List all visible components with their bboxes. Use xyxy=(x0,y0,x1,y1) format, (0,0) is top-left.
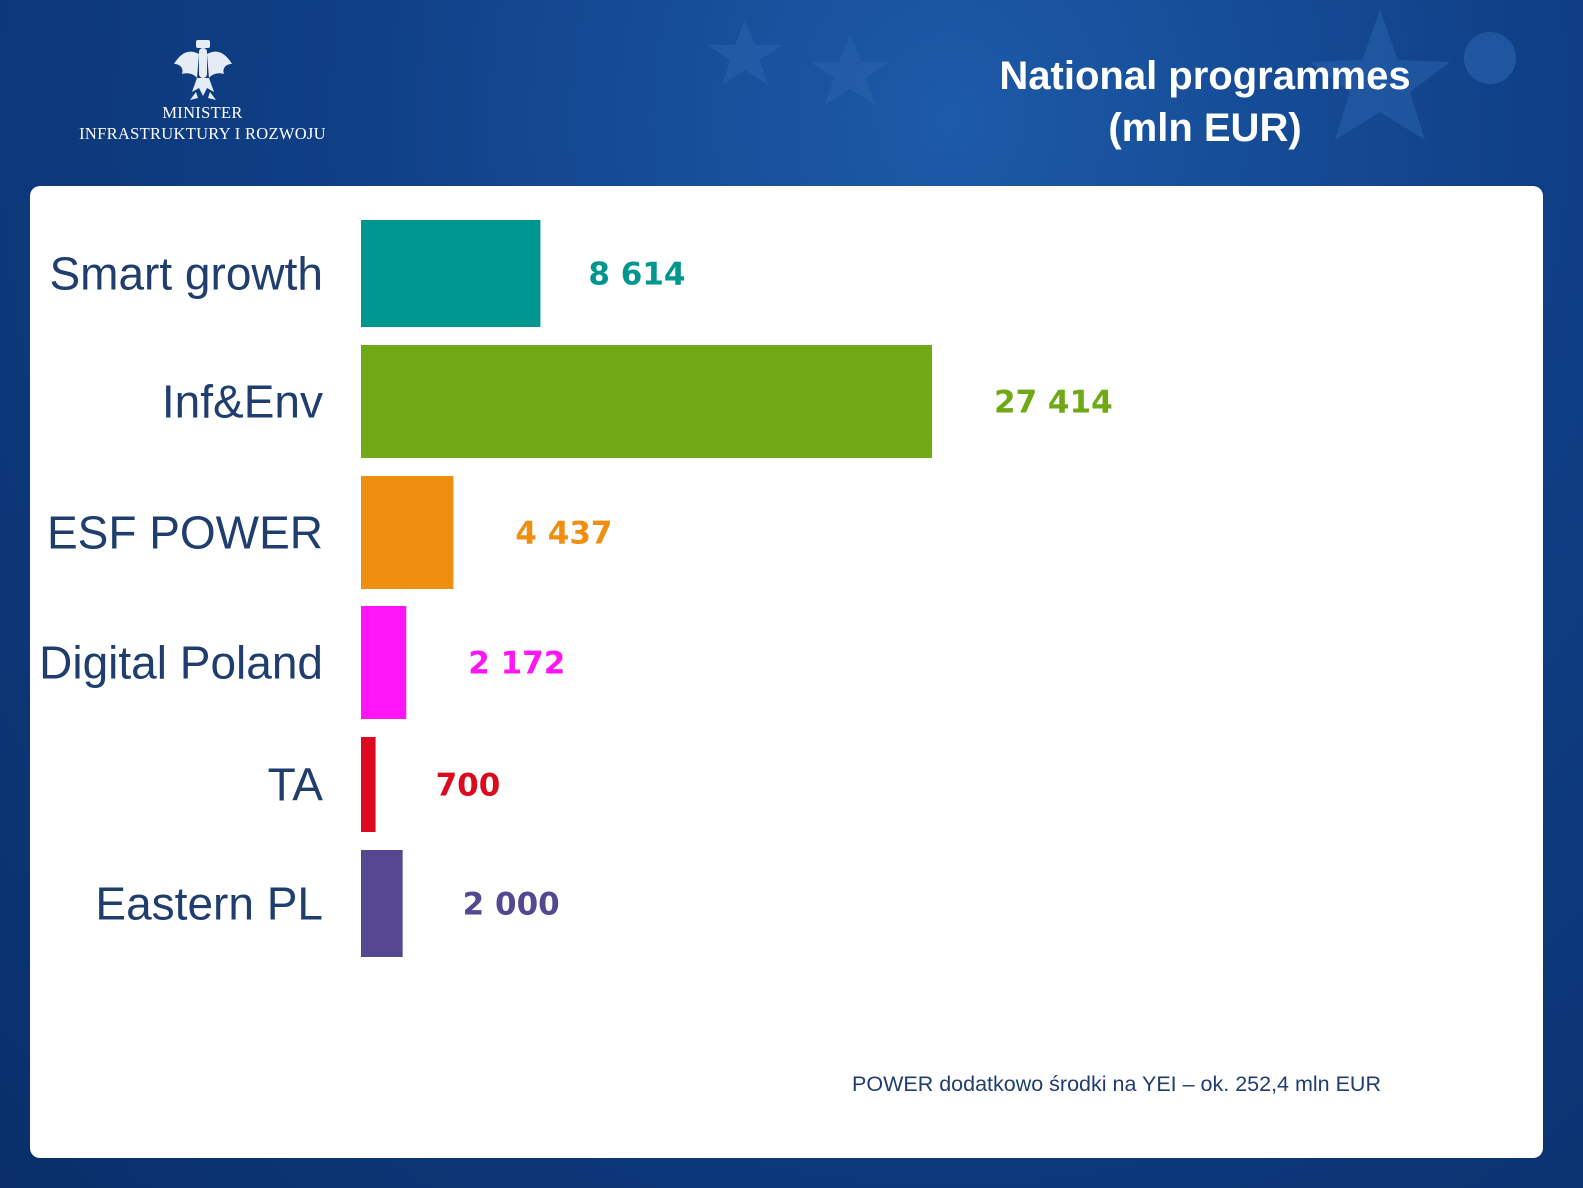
bar xyxy=(361,737,376,832)
content-panel: Smart growth 8 614 Inf&Env 27 414 ESF POWER 4… xyxy=(30,186,1543,1158)
bar xyxy=(361,606,407,719)
value-label: 4 437 xyxy=(515,516,612,552)
ministry-logo: MINISTER INFRASTRUKTURY I ROZWOJU xyxy=(60,38,345,144)
category-label: Eastern PL xyxy=(95,878,323,930)
category-label: TA xyxy=(268,759,324,811)
category-label: Digital Poland xyxy=(39,637,323,689)
page-title: National programmes (mln EUR) xyxy=(960,50,1450,154)
background-stars xyxy=(708,10,1516,140)
value-label: 2 000 xyxy=(463,887,560,923)
category-label: ESF POWER xyxy=(47,507,323,559)
value-label: 2 172 xyxy=(468,646,565,682)
bar xyxy=(361,850,403,957)
bar-chart: Smart growth 8 614 Inf&Env 27 414 ESF POWER 4… xyxy=(39,220,1113,957)
bar xyxy=(361,476,454,589)
logo-line-1: MINISTER xyxy=(162,103,243,122)
value-label: 8 614 xyxy=(588,257,685,293)
title-line-1: National programmes xyxy=(999,54,1411,98)
footnote: POWER dodatkowo środki na YEI – ok. 252,… xyxy=(852,1072,1381,1096)
title-line-2: (mln EUR) xyxy=(1108,106,1302,150)
eagle-emblem-icon xyxy=(173,40,232,100)
bar xyxy=(361,345,932,458)
value-label: 700 xyxy=(436,768,501,804)
logo-line-2: INFRASTRUKTURY I ROZWOJU xyxy=(79,124,326,143)
category-label: Inf&Env xyxy=(162,376,323,428)
bar xyxy=(361,220,541,327)
category-label: Smart growth xyxy=(49,248,323,300)
value-label: 27 414 xyxy=(994,385,1113,421)
